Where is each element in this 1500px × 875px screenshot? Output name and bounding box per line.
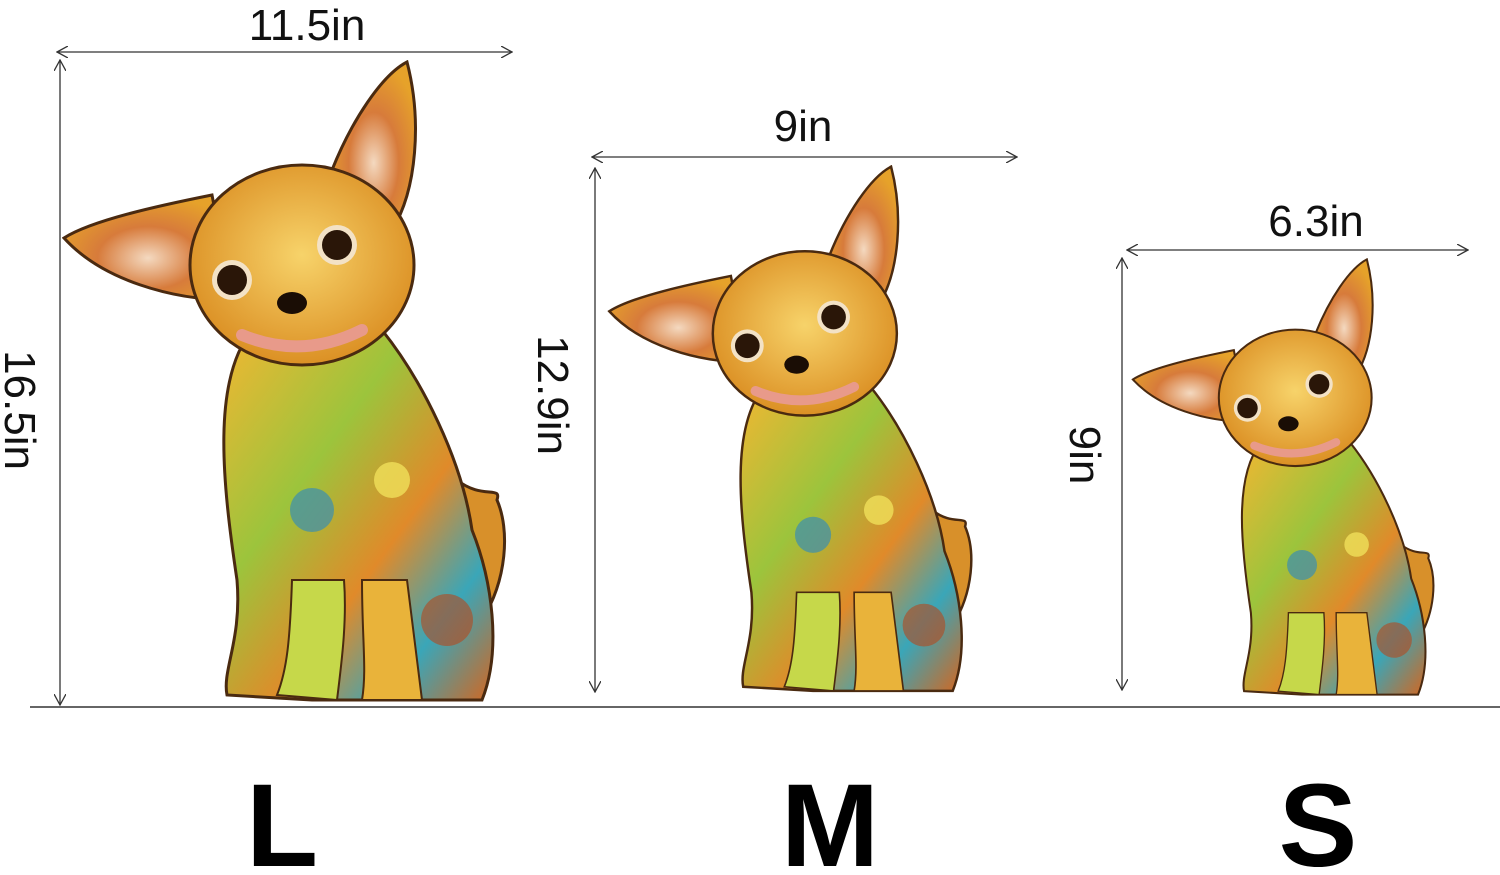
size-label: S: [1279, 760, 1358, 875]
width-label: 9in: [774, 102, 833, 151]
width-label: 6.3in: [1268, 197, 1363, 246]
dog-small: [1133, 259, 1434, 694]
height-label: 9in: [1060, 426, 1109, 485]
height-label: 16.5in: [0, 350, 44, 470]
width-label: 11.5in: [249, 1, 366, 50]
height-label: 12.9in: [528, 335, 577, 455]
size-label: L: [246, 760, 318, 875]
dog-medium: [609, 167, 971, 691]
dog-large: [64, 62, 505, 700]
size-label: M: [781, 760, 879, 875]
